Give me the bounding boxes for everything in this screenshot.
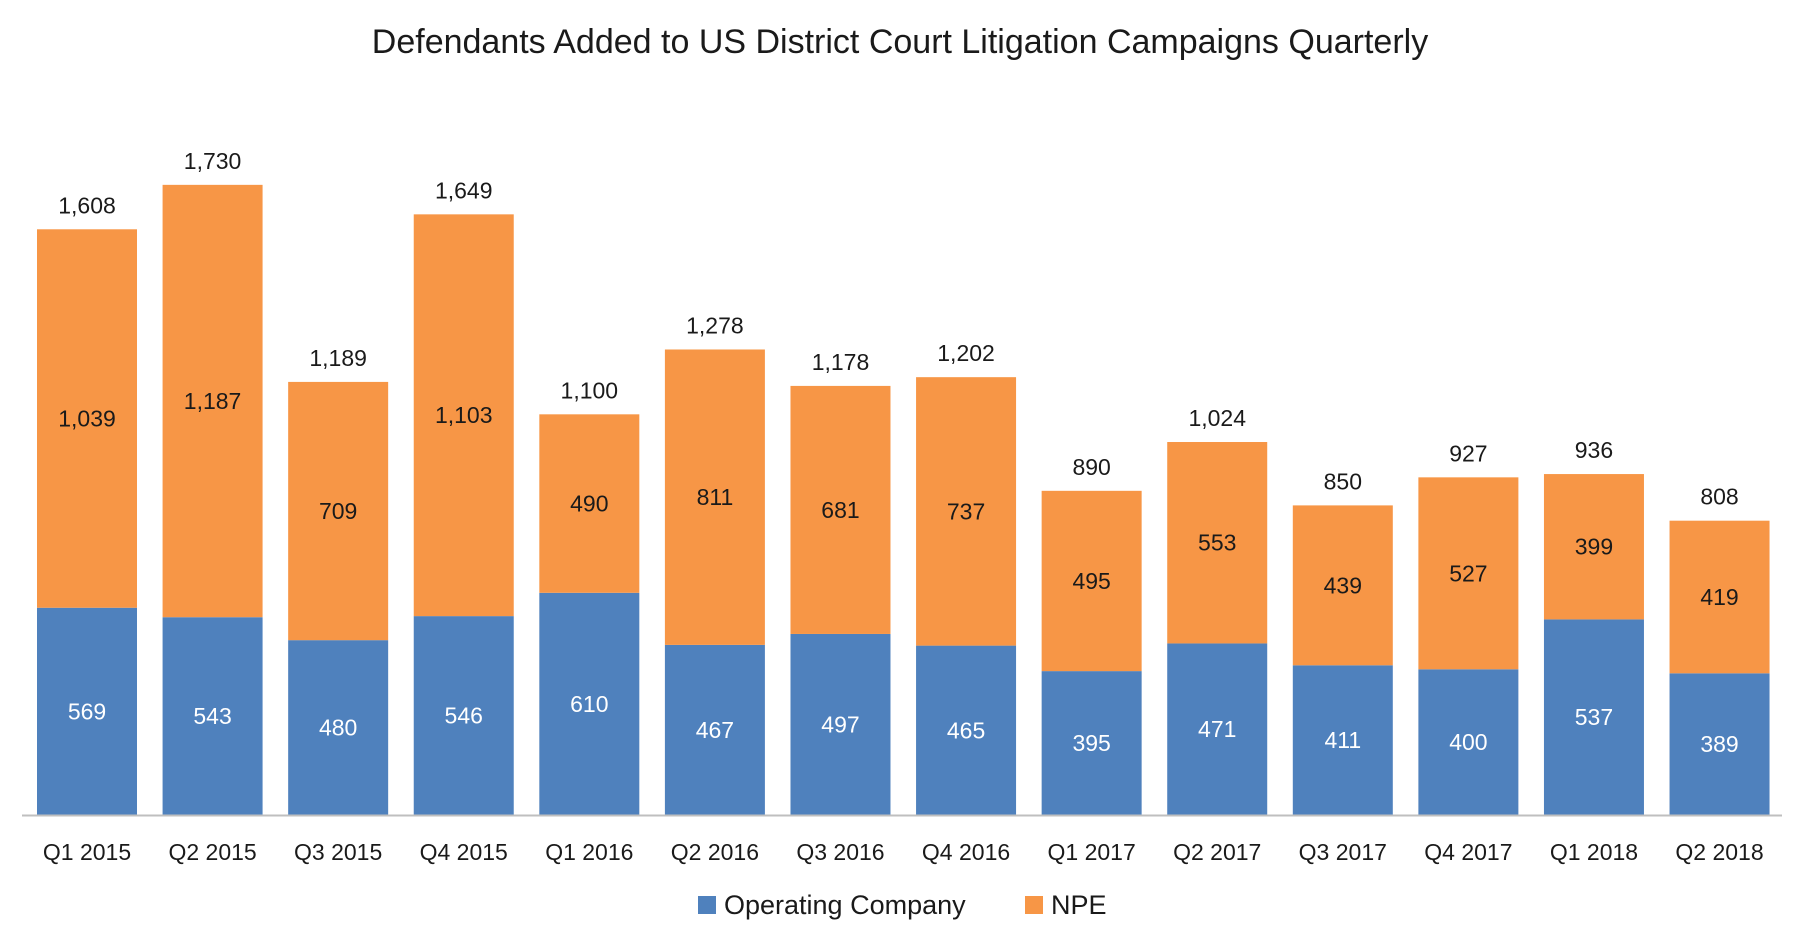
- bar-operating-company-q3-2015: [288, 640, 389, 815]
- x-tick-label-q1-2015: Q1 2015: [43, 839, 131, 865]
- x-tick-label-q1-2016: Q1 2016: [545, 839, 633, 865]
- x-tick-label-q1-2017: Q1 2017: [1048, 839, 1136, 865]
- x-axis-tick-labels: Q1 2015 Q2 2015 Q3 2015 Q4 2015 Q1 2016 Q2 20…: [43, 839, 1764, 865]
- data-label-operating-company-q1-2017: 395: [1072, 730, 1110, 756]
- total-label-q2-2016: 1,278: [686, 312, 744, 338]
- x-tick-label-q2-2018: Q2 2018: [1675, 839, 1763, 865]
- total-label-q3-2016: 1,178: [812, 349, 870, 375]
- bar-operating-company-q1-2015: [37, 607, 137, 815]
- legend-label-operating-company: Operating Company: [724, 890, 966, 920]
- x-tick-label-q2-2016: Q2 2016: [671, 839, 759, 865]
- data-label-npe-q1-2017: 495: [1072, 568, 1110, 594]
- total-label-q4-2015: 1,649: [435, 177, 493, 203]
- data-label-npe-q1-2016: 490: [570, 491, 608, 517]
- data-label-operating-company-q4-2017: 400: [1449, 729, 1487, 755]
- data-label-operating-company-q1-2018: 537: [1575, 704, 1613, 730]
- x-tick-label-q2-2015: Q2 2015: [168, 839, 256, 865]
- x-tick-label-q4-2015: Q4 2015: [420, 839, 508, 865]
- data-label-npe-q2-2018: 419: [1700, 584, 1738, 610]
- bar-operating-company-q1-2017: [1041, 671, 1142, 815]
- total-label-q2-2017: 1,024: [1188, 405, 1246, 431]
- x-tick-label-q4-2017: Q4 2017: [1424, 839, 1512, 865]
- x-tick-label-q2-2017: Q2 2017: [1173, 839, 1261, 865]
- data-label-operating-company-q4-2016: 465: [947, 717, 985, 743]
- bar-operating-company-q4-2017: [1418, 669, 1519, 815]
- bar-operating-company-q2-2018: [1669, 673, 1770, 815]
- total-label-q1-2018: 936: [1575, 437, 1613, 463]
- data-label-npe-q1-2018: 399: [1575, 534, 1613, 560]
- bar-npe-q3-2017: [1292, 505, 1393, 666]
- data-label-operating-company-q3-2017: 411: [1324, 727, 1361, 753]
- x-tick-label-q1-2018: Q1 2018: [1550, 839, 1638, 865]
- total-label-q4-2017: 927: [1449, 440, 1487, 466]
- data-label-operating-company-q2-2015: 543: [193, 703, 231, 729]
- bar-operating-company-q3-2016: [790, 633, 891, 815]
- total-label-q4-2016: 1,202: [937, 340, 995, 366]
- bar-npe-q1-2015: [37, 229, 137, 608]
- total-label-q1-2015: 1,608: [58, 192, 116, 218]
- data-label-npe-q4-2016: 737: [947, 498, 985, 524]
- legend: Operating Company NPE: [698, 890, 1107, 920]
- data-label-npe-q3-2017: 439: [1324, 572, 1362, 598]
- total-label-q1-2017: 890: [1072, 454, 1110, 480]
- chart-title: Defendants Added to US District Court Li…: [372, 23, 1428, 61]
- data-label-npe-q4-2017: 527: [1449, 560, 1487, 586]
- bar-operating-company-q4-2015: [413, 616, 514, 815]
- total-label-q2-2018: 808: [1700, 484, 1738, 510]
- data-label-npe-q3-2016: 681: [821, 497, 859, 523]
- bar-operating-company-q1-2018: [1543, 619, 1644, 815]
- labels-layer: 569 1,039 1,608 543 1,187 1,730 480 709 1,189 546…: [58, 148, 1739, 757]
- data-label-operating-company-q3-2016: 497: [821, 711, 859, 737]
- legend-swatch-operating-company: [698, 896, 716, 914]
- bar-npe-q2-2018: [1669, 520, 1770, 674]
- legend-label-npe: NPE: [1051, 890, 1107, 920]
- legend-swatch-npe: [1025, 896, 1043, 914]
- bar-npe-q3-2016: [790, 385, 891, 634]
- bar-npe-q3-2015: [288, 381, 389, 641]
- data-label-npe-q2-2015: 1,187: [184, 388, 242, 414]
- bar-operating-company-q2-2017: [1167, 643, 1268, 815]
- data-label-operating-company-q1-2016: 610: [570, 691, 608, 717]
- total-label-q1-2016: 1,100: [561, 377, 619, 403]
- bar-npe-q1-2018: [1543, 474, 1644, 620]
- data-label-npe-q4-2015: 1,103: [435, 402, 493, 428]
- data-label-operating-company-q2-2016: 467: [696, 717, 734, 743]
- bar-operating-company-q3-2017: [1292, 665, 1393, 815]
- x-tick-label-q3-2016: Q3 2016: [796, 839, 884, 865]
- total-label-q2-2015: 1,730: [184, 148, 242, 174]
- x-tick-label-q3-2015: Q3 2015: [294, 839, 382, 865]
- data-label-operating-company-q4-2015: 546: [445, 703, 483, 729]
- data-label-operating-company-q2-2018: 389: [1700, 731, 1738, 757]
- bar-operating-company-q1-2016: [539, 592, 640, 815]
- bars-layer: [37, 184, 1770, 815]
- x-tick-label-q3-2017: Q3 2017: [1299, 839, 1387, 865]
- data-label-npe-q3-2015: 709: [319, 498, 357, 524]
- bar-npe-q1-2016: [539, 414, 640, 593]
- total-label-q3-2015: 1,189: [309, 345, 367, 371]
- bar-npe-q2-2016: [664, 349, 765, 645]
- data-label-npe-q2-2017: 553: [1198, 530, 1236, 556]
- data-label-npe-q2-2016: 811: [697, 484, 734, 510]
- bar-npe-q2-2015: [162, 184, 263, 618]
- bar-npe-q4-2017: [1418, 477, 1519, 670]
- bar-npe-q2-2017: [1167, 442, 1268, 644]
- data-label-operating-company-q2-2017: 471: [1198, 716, 1236, 742]
- total-label-q3-2017: 850: [1324, 468, 1362, 494]
- data-label-operating-company-q1-2015: 569: [68, 698, 106, 724]
- data-label-npe-q1-2015: 1,039: [58, 406, 116, 432]
- bar-operating-company-q2-2015: [162, 617, 263, 815]
- bar-operating-company-q4-2016: [916, 645, 1017, 815]
- bar-npe-q4-2016: [916, 377, 1017, 646]
- data-label-operating-company-q3-2015: 480: [319, 715, 357, 741]
- bar-operating-company-q2-2016: [664, 644, 765, 815]
- bar-npe-q4-2015: [413, 214, 514, 617]
- x-tick-label-q4-2016: Q4 2016: [922, 839, 1010, 865]
- bar-npe-q1-2017: [1041, 490, 1142, 672]
